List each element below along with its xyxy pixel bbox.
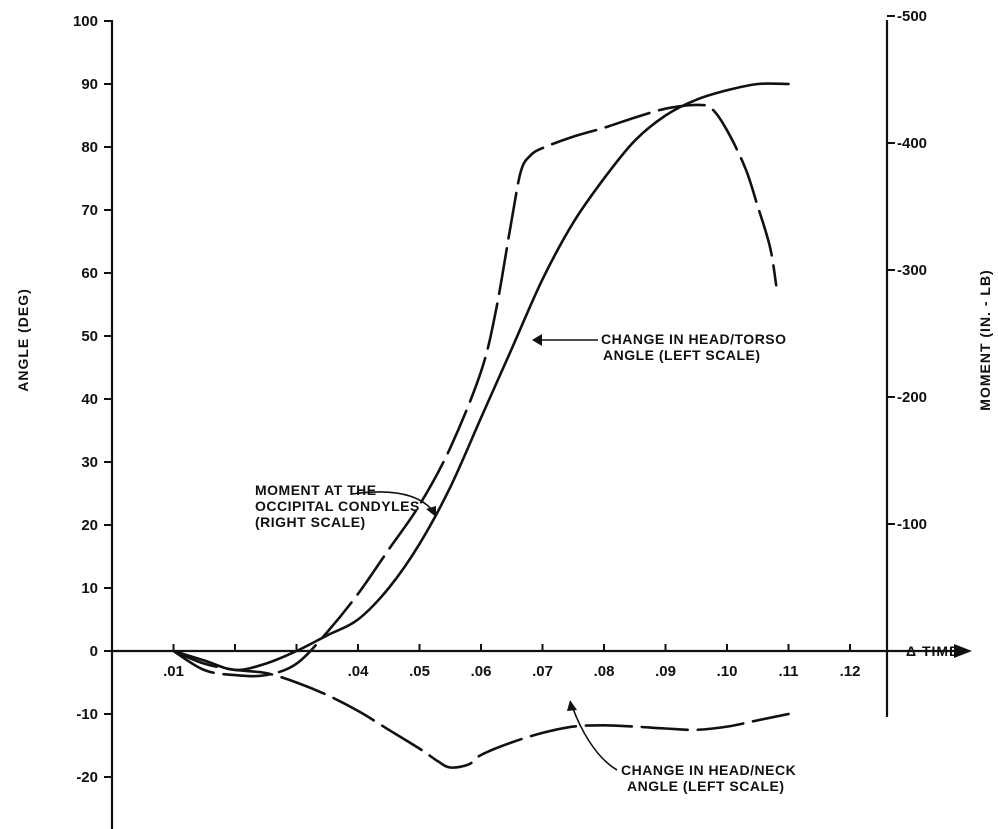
- head-neck-angle-line: [172, 649, 790, 769]
- x-tick-label: .11: [778, 663, 798, 680]
- head-torso-angle-line: [172, 82, 790, 672]
- left-tick-label: 70: [81, 202, 98, 219]
- left-tick-label: 80: [81, 139, 98, 156]
- series-layer: [172, 82, 790, 769]
- right-tick-label: -300: [897, 262, 927, 279]
- neck-annotation-line-1: CHANGE IN HEAD/NECK: [621, 762, 796, 778]
- left-tick-label: 0: [90, 643, 98, 660]
- neck-annotation-line-2: ANGLE (LEFT SCALE): [627, 778, 785, 794]
- right-tick-label: -400: [897, 135, 927, 152]
- moment-annotation-line-2: OCCIPITAL CONDYLES: [255, 498, 420, 514]
- neck-annotation-arrowhead: [567, 700, 577, 711]
- chart-ticks: .01.04.05.06.07.08.09.10.11.12-20-100102…: [73, 8, 927, 786]
- moment-annotation-arrowhead: [426, 506, 436, 517]
- x-axis-arrowhead: [954, 644, 972, 658]
- x-tick-label: .12: [840, 663, 861, 680]
- left-tick-label: -20: [76, 769, 98, 786]
- left-tick-label: 60: [81, 265, 98, 282]
- torso-annotation-arrowhead: [532, 334, 542, 346]
- right-tick-label: -500: [897, 8, 927, 25]
- left-tick-label: 50: [81, 328, 98, 345]
- x-tick-label: .06: [471, 663, 492, 680]
- right-axis-label: MOMENT (IN. - LB): [977, 269, 993, 410]
- x-tick-label: .07: [532, 663, 553, 680]
- moment-annotation-line-1: MOMENT AT THE: [255, 482, 377, 498]
- moment-annotation-line-3: (RIGHT SCALE): [255, 514, 366, 530]
- chart-labels: Δ TIME ANGLE (DEG) MOMENT (IN. - LB) MOM…: [15, 269, 993, 794]
- left-axis-label: ANGLE (DEG): [15, 288, 31, 392]
- left-tick-label: 40: [81, 391, 98, 408]
- x-tick-label: .08: [594, 663, 615, 680]
- x-tick-label: .09: [655, 663, 676, 680]
- x-tick-label: .04: [348, 663, 370, 680]
- moment-annotation-leader: [351, 491, 434, 512]
- left-tick-label: 90: [81, 76, 98, 93]
- annotation-leaders: [351, 334, 618, 771]
- left-tick-label: 100: [73, 13, 98, 30]
- neck-annotation-leader: [571, 705, 618, 771]
- right-tick-label: -200: [897, 389, 927, 406]
- x-tick-label: .05: [409, 663, 430, 680]
- x-tick-label: .10: [717, 663, 738, 680]
- x-tick-label: .01: [163, 663, 184, 680]
- left-tick-label: 30: [81, 454, 98, 471]
- occipital-moment-line: [172, 103, 778, 678]
- right-tick-label: -100: [897, 516, 927, 533]
- left-tick-label: 20: [81, 517, 98, 534]
- x-axis-label: Δ TIME: [906, 643, 959, 659]
- torso-annotation-line-1: CHANGE IN HEAD/TORSO: [601, 331, 787, 347]
- chart-axes: [110, 20, 972, 829]
- left-tick-label: -10: [76, 706, 98, 723]
- left-tick-label: 10: [81, 580, 98, 597]
- torso-annotation-line-2: ANGLE (LEFT SCALE): [603, 347, 761, 363]
